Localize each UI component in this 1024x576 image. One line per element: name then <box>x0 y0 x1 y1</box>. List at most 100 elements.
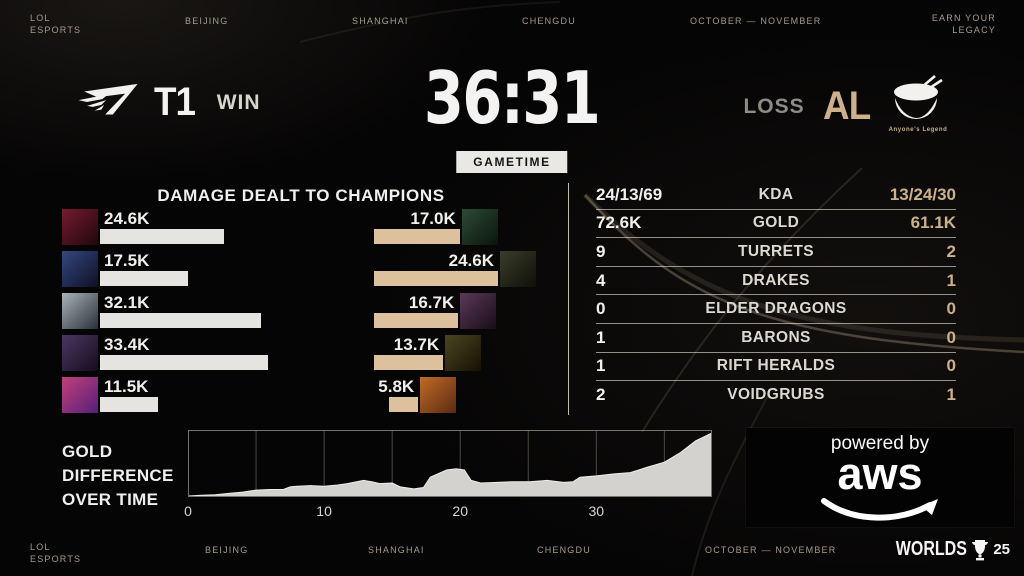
damage-value: 32.1K <box>104 293 150 312</box>
stat-t1-value: 24/13/69 <box>596 184 663 204</box>
champion-portrait <box>500 251 536 287</box>
champion-portrait <box>62 377 98 413</box>
damage-bars-al: 17.0K 24.6K 16.7K 13.7K 5.8K <box>372 209 536 419</box>
left-team-result: WIN <box>216 90 261 114</box>
top-dates: OCTOBER — NOVEMBER <box>690 16 822 26</box>
t1-logo-icon <box>78 83 138 114</box>
damage-bar <box>374 271 498 286</box>
damage-bar <box>100 271 189 286</box>
gold-chart-x-tick: 0 <box>184 503 192 519</box>
gold-difference-chart <box>188 430 712 497</box>
stats-row: 2 VOIDGRUBS 1 <box>596 381 956 409</box>
champion-portrait <box>445 335 482 371</box>
stat-t1-value: 0 <box>596 299 606 319</box>
champion-portrait <box>461 209 498 245</box>
damage-row: 32.1K <box>62 293 270 335</box>
stat-al-value: 61.1K <box>910 213 956 233</box>
damage-value: 13.7K <box>393 335 440 354</box>
gold-difference-label: GOLD DIFFERENCE OVER TIME <box>62 442 174 509</box>
al-logo-caption: Anyone's Legend <box>888 127 948 133</box>
damage-row: 17.5K <box>62 251 270 293</box>
stat-al-value: 1 <box>946 384 956 404</box>
champion-portrait <box>62 209 98 245</box>
damage-bar <box>100 229 224 244</box>
stat-al-value: 1 <box>946 270 956 290</box>
damage-bar <box>100 355 268 370</box>
champion-portrait <box>62 251 98 287</box>
stat-label: GOLD <box>752 214 800 232</box>
stats-row: 4 DRAKES 1 <box>596 267 956 296</box>
damage-bars-t1: 24.6K 17.5K 32.1K 33.4K 11.5K <box>62 209 270 419</box>
damage-value: 24.6K <box>104 209 150 228</box>
gold-chart-x-tick: 20 <box>452 503 468 519</box>
powered-by-label: powered by <box>830 432 930 454</box>
stat-label: BARONS <box>741 328 811 346</box>
damage-bar <box>389 397 419 412</box>
stat-label: TURRETS <box>738 242 814 260</box>
summoners-cup-icon <box>972 539 989 560</box>
champion-portrait <box>420 377 457 413</box>
gametime-wrap: 36:31 <box>0 56 1024 140</box>
stats-row: 9 TURRETS 2 <box>596 238 956 267</box>
gold-chart-x-tick: 30 <box>588 503 605 519</box>
stats-row: 72.6K GOLD 61.1K <box>596 210 956 239</box>
stat-t1-value: 72.6K <box>596 213 642 233</box>
gold-chart-svg <box>188 430 712 497</box>
right-team-name: AL <box>822 84 871 128</box>
damage-value: 33.4K <box>104 335 150 354</box>
stat-t1-value: 4 <box>596 270 606 290</box>
amazon-smile-icon <box>821 497 938 521</box>
bottom-city-beijing: BEIJING <box>205 545 249 555</box>
bottom-city-shanghai: SHANGHAI <box>368 545 425 555</box>
damage-value: 11.5K <box>104 377 149 396</box>
stat-t1-value: 1 <box>596 327 606 347</box>
damage-bar <box>374 355 444 370</box>
stat-label: KDA <box>758 185 794 203</box>
damage-row: 24.6K <box>372 251 536 293</box>
stat-al-value: 2 <box>946 241 956 261</box>
stats-row: 24/13/69 KDA 13/24/30 <box>596 181 956 210</box>
bottom-city-chengdu: CHENGDU <box>537 545 591 555</box>
damage-row: 17.0K <box>372 209 536 251</box>
damage-value: 5.8K <box>378 377 415 396</box>
damage-row: 13.7K <box>372 335 536 377</box>
gametime-badge: GAMETIME <box>456 151 568 173</box>
stats-row: 1 BARONS 0 <box>596 324 956 353</box>
worlds-wordmark: WORLDS <box>896 538 968 560</box>
damage-row: 33.4K <box>62 335 270 377</box>
al-logo: Anyone's Legend <box>888 74 948 133</box>
top-brand-lol-esports: LOL ESPORTS <box>30 13 82 35</box>
damage-row: 16.7K <box>372 293 536 335</box>
stat-label: ELDER DRAGONS <box>705 300 847 318</box>
worlds-25-logo: WORLDS 25 <box>878 538 1010 561</box>
gold-chart-x-tick: 10 <box>316 503 332 519</box>
damage-value: 17.0K <box>410 209 456 228</box>
champion-portrait <box>62 335 98 371</box>
worlds-year: 25 <box>993 541 1010 558</box>
al-noodle-bowl-icon <box>894 75 943 119</box>
left-team-name: T1 <box>154 80 196 124</box>
damage-value: 17.5K <box>104 251 150 270</box>
right-team-block: LOSS AL Anyone's Legend <box>743 75 948 133</box>
top-city-shanghai: SHANGHAI <box>352 16 409 26</box>
aws-sponsor-badge: powered by aws <box>746 428 1014 527</box>
top-city-chengdu: CHENGDU <box>522 16 576 26</box>
stat-label: RIFT HERALDS <box>716 357 836 375</box>
damage-bar <box>374 313 459 328</box>
damage-row: 11.5K <box>62 377 270 419</box>
stat-al-value: 0 <box>946 356 956 376</box>
top-city-beijing: BEIJING <box>185 16 229 26</box>
stat-label: DRAKES <box>742 271 810 289</box>
stat-al-value: 13/24/30 <box>889 184 956 204</box>
damage-bar <box>100 397 158 412</box>
damage-value: 24.6K <box>448 251 494 270</box>
bottom-dates: OCTOBER — NOVEMBER <box>705 545 837 555</box>
stats-row: 0 ELDER DRAGONS 0 <box>596 295 956 324</box>
gametime-clock: 36:31 <box>424 56 601 140</box>
right-team-result: LOSS <box>743 94 805 118</box>
left-team-block: T1 WIN <box>78 80 261 125</box>
stat-t1-value: 2 <box>596 384 606 404</box>
damage-panel-title: DAMAGE DEALT TO CHAMPIONS <box>157 186 445 205</box>
champion-portrait <box>62 293 98 329</box>
